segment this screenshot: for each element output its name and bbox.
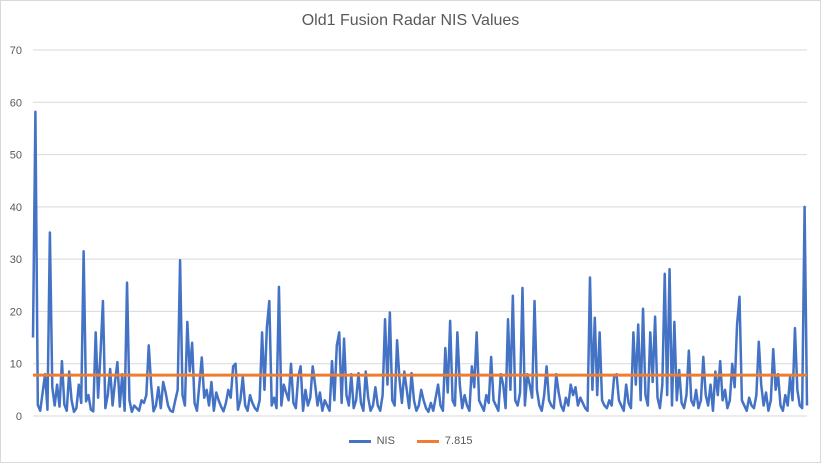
legend-item-nis: NIS: [348, 435, 395, 447]
y-tick-label-50: 50: [10, 150, 22, 162]
y-tick-label-60: 60: [10, 97, 22, 109]
y-tick-label-40: 40: [10, 202, 22, 214]
gridlines: [33, 49, 807, 417]
legend-label-nis: NIS: [376, 435, 395, 447]
legend: NIS 7.815: [0, 435, 821, 447]
y-tick-label-10: 10: [10, 359, 22, 371]
y-tick-label-0: 0: [16, 411, 22, 423]
chart-title: Old1 Fusion Radar NIS Values: [301, 12, 520, 29]
y-tick-label-70: 70: [10, 45, 22, 57]
legend-label-threshold: 7.815: [444, 435, 473, 447]
legend-swatch-nis: [348, 439, 371, 443]
legend-swatch-threshold: [416, 439, 439, 443]
series-line-nis: [31, 110, 809, 414]
y-axis-tick-labels: 0 10 20 30 40 50 60 70: [10, 45, 22, 423]
legend-item-threshold: 7.815: [416, 435, 473, 447]
y-tick-label-20: 20: [10, 306, 22, 318]
y-tick-label-30: 30: [10, 254, 22, 266]
series-layer: [31, 110, 809, 414]
